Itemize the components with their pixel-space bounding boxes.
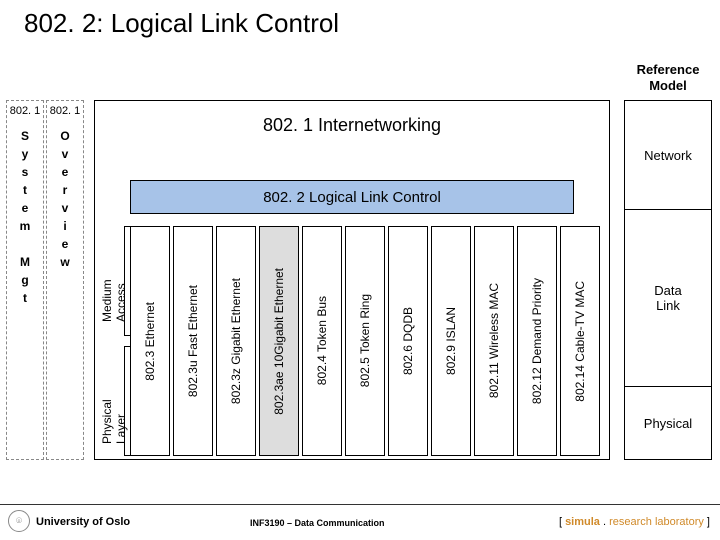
ref-layer-network: Network [625,101,711,209]
standard-label: 802.6 DQDB [401,307,415,375]
stacked-letter: i [47,217,83,235]
ref-header-l2: Model [649,78,687,93]
brace-column: Medium Access Physical Layer [98,226,126,456]
footer: ⌾ University of Oslo INF3190 – Data Comm… [0,504,720,534]
reference-model-column: Network DataLink Physical [624,100,712,460]
standard-column: 802.12 Demand Priority [517,226,557,456]
stacked-letter: v [47,145,83,163]
slide-title: 802. 2: Logical Link Control [24,8,339,39]
footer-dot: . [600,516,609,528]
standards-columns: 802.3 Ethernet 802.3u Fast Ethernet 802.3z… [130,226,600,456]
stacked-letter [7,235,43,253]
standard-column: 802.6 DQDB [388,226,428,456]
standard-column: 802.3u Fast Ethernet [173,226,213,456]
standard-label: 802.3ae 10Gigabit Ethernet [272,268,286,415]
standard-label: 802.12 Demand Priority [530,278,544,404]
diagram-area: Reference Model Network DataLink Physica… [0,100,720,480]
stacked-letter: v [47,199,83,217]
stacked-letter: O [47,127,83,145]
footer-left: University of Oslo [36,516,130,528]
ref-dl-l1: Data [654,283,681,298]
standard-column: 802.5 Token Ring [345,226,385,456]
ref-layer-datalink: DataLink [625,209,711,387]
footer-brand2: research laboratory [609,516,704,528]
standard-label: 802.9 ISLAN [444,307,458,375]
ref-layer-physical: Physical [625,387,711,459]
standard-label: 802.14 Cable-TV MAC [573,281,587,402]
sysmgt-letters: System Mgt [7,127,43,307]
ref-dl-l2: Link [656,298,680,313]
stacked-letter: y [7,145,43,163]
standard-column: 802.3ae 10Gigabit Ethernet [259,226,299,456]
stacked-letter: m [7,217,43,235]
footer-mid: INF3190 – Data Communication [250,518,385,528]
stacked-letter: g [7,271,43,289]
standard-label: 802.3 Ethernet [143,302,157,381]
stacked-letter: r [47,181,83,199]
standard-column: 802.4 Token Bus [302,226,342,456]
stacked-letter: S [7,127,43,145]
internetworking-title: 802. 1 Internetworking [95,115,609,136]
llc-box: 802. 2 Logical Link Control [130,180,574,214]
stacked-letter: t [7,289,43,307]
standard-column: 802.11 Wireless MAC [474,226,514,456]
label-physical-layer: Physical Layer [100,364,128,444]
standard-label: 802.5 Token Ring [358,294,372,387]
col-system-mgt: 802. 1 System Mgt [6,100,44,460]
label-medium-access: Medium Access [100,242,128,322]
standard-column: 802.3 Ethernet [130,226,170,456]
ovw-head: 802. 1 [47,105,83,117]
ref-header-l1: Reference [637,62,700,77]
col-overview: 802. 1 Overview [46,100,84,460]
standard-column: 802.14 Cable-TV MAC [560,226,600,456]
reference-model-header: Reference Model [624,62,712,93]
stacked-letter: s [7,163,43,181]
stacked-letter: t [7,181,43,199]
stacked-letter: M [7,253,43,271]
standard-label: 802.3z Gigabit Ethernet [229,278,243,404]
footer-right: [ simula . research laboratory ] [559,516,710,528]
standard-column: 802.9 ISLAN [431,226,471,456]
standard-column: 802.3z Gigabit Ethernet [216,226,256,456]
footer-bracket-close: ] [704,516,710,528]
standard-label: 802.4 Token Bus [315,296,329,385]
stacked-letter: w [47,253,83,271]
footer-brand1: simula [565,516,600,528]
sysmgt-head: 802. 1 [7,105,43,117]
stacked-letter: e [7,199,43,217]
standard-label: 802.3u Fast Ethernet [186,285,200,397]
stacked-letter: e [47,235,83,253]
ovw-letters: Overview [47,127,83,271]
standard-label: 802.11 Wireless MAC [487,283,501,398]
uio-seal-icon: ⌾ [8,510,30,532]
stacked-letter: e [47,163,83,181]
